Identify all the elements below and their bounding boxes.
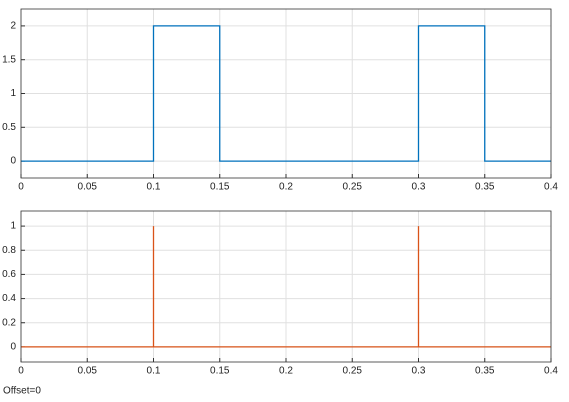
y-tick-label: 0 bbox=[10, 156, 16, 167]
y-tick-label: 1 bbox=[10, 221, 16, 232]
axes-box bbox=[20, 8, 552, 179]
x-tick-label: 0.25 bbox=[343, 182, 363, 193]
x-tick-label: 0.35 bbox=[475, 366, 495, 377]
signal-line bbox=[21, 25, 551, 162]
offset-label: Offset=0 bbox=[3, 386, 41, 397]
y-tick-label: 0.4 bbox=[2, 293, 16, 304]
x-tick-label: 0.3 bbox=[412, 366, 426, 377]
x-tick-label: 0.15 bbox=[210, 366, 230, 377]
x-tick-label: 0.4 bbox=[544, 182, 558, 193]
y-tick-label: 0.6 bbox=[2, 269, 16, 280]
y-tick-label: 0.2 bbox=[2, 317, 16, 328]
x-tick-label: 0.3 bbox=[412, 182, 426, 193]
x-tick-label: 0.1 bbox=[147, 182, 161, 193]
x-tick-label: 0.05 bbox=[78, 182, 98, 193]
x-tick-label: 0.2 bbox=[279, 366, 293, 377]
x-tick-label: 0.15 bbox=[210, 182, 230, 193]
x-tick-label: 0 bbox=[18, 182, 24, 193]
y-tick-label: 1 bbox=[10, 88, 16, 99]
x-tick-label: 0.1 bbox=[147, 366, 161, 377]
x-tick-label: 0 bbox=[18, 366, 24, 377]
y-tick-label: 0.8 bbox=[2, 245, 16, 256]
x-tick-label: 0.2 bbox=[279, 182, 293, 193]
y-tick-label: 1.5 bbox=[2, 54, 16, 65]
y-tick-label: 2 bbox=[10, 21, 16, 32]
axes-box bbox=[20, 210, 552, 363]
x-tick-label: 0.35 bbox=[475, 182, 495, 193]
y-tick-label: 0.5 bbox=[2, 122, 16, 133]
signal-line bbox=[21, 226, 551, 348]
x-tick-label: 0.4 bbox=[544, 366, 558, 377]
x-tick-label: 0.25 bbox=[343, 366, 363, 377]
y-tick-label: 0 bbox=[10, 342, 16, 353]
x-tick-label: 0.05 bbox=[78, 366, 98, 377]
